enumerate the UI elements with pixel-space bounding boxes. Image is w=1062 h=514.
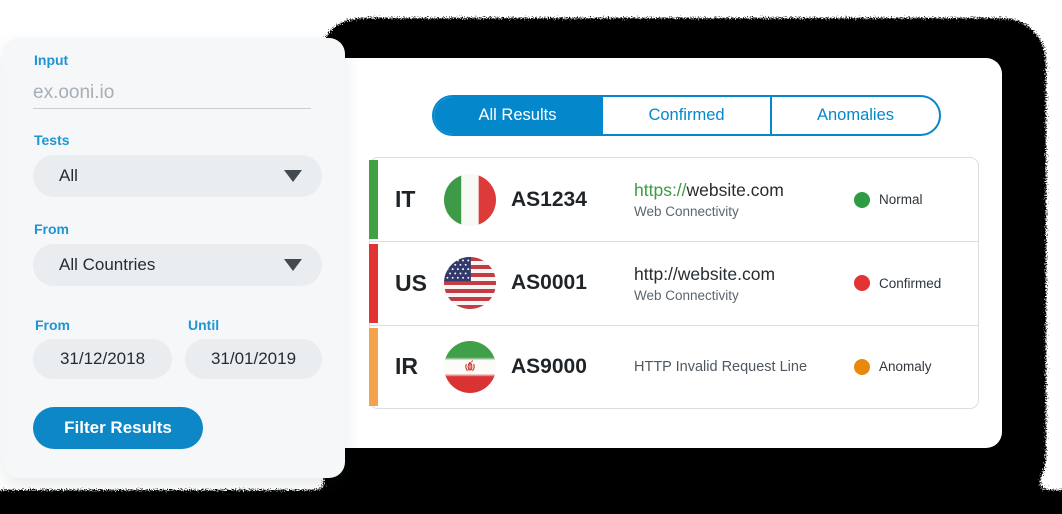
country-code: IR <box>395 353 418 380</box>
result-row-it[interactable]: IT AS1234 https://website.com Web Conne <box>369 158 978 241</box>
tests-select[interactable]: All <box>33 155 322 197</box>
asn-label: AS1234 <box>511 187 587 211</box>
tab-all-results[interactable]: All Results <box>434 97 601 134</box>
result-row-us[interactable]: US <box>369 241 978 324</box>
test-name: Web Connectivity <box>634 204 739 220</box>
country-code: US <box>395 269 427 296</box>
asn-label: AS0001 <box>511 271 587 295</box>
tests-select-value: All <box>59 166 78 185</box>
chevron-down-icon <box>284 259 302 271</box>
status-badge: Confirmed <box>854 275 978 292</box>
date-from-label: From <box>35 317 70 333</box>
country-code: IT <box>395 186 416 213</box>
tests-label: Tests <box>34 132 70 148</box>
country-select-value: All Countries <box>59 255 156 274</box>
search-input[interactable] <box>33 78 311 109</box>
country-select[interactable]: All Countries <box>33 244 322 286</box>
test-name: HTTP Invalid Request Line <box>634 358 808 375</box>
us-flag-icon <box>444 257 496 310</box>
status-label: Normal <box>879 192 923 208</box>
row-accent-stripe <box>369 160 378 240</box>
chevron-down-icon <box>284 170 302 182</box>
input-label: Input <box>34 52 69 68</box>
filter-results-button[interactable]: Filter Results <box>33 407 203 449</box>
date-until-input[interactable]: 31/01/2019 <box>185 339 322 379</box>
asn-label: AS9000 <box>511 354 587 378</box>
status-dot-icon <box>854 358 870 375</box>
status-dot-icon <box>854 275 870 292</box>
tab-confirmed[interactable]: Confirmed <box>601 97 770 134</box>
result-row-ir[interactable]: IR <box>369 324 978 408</box>
date-until-value: 31/01/2019 <box>210 349 297 368</box>
measurement-info: https://website.com Web Connectivity <box>611 180 854 219</box>
measurement-url: https://website.com <box>634 180 784 201</box>
iran-flag-icon <box>444 340 496 393</box>
status-badge: Normal <box>854 191 978 208</box>
date-from-input[interactable]: 31/12/2018 <box>33 339 172 379</box>
test-name: Web Connectivity <box>634 287 739 303</box>
date-from-value: 31/12/2018 <box>59 349 146 368</box>
status-dot-icon <box>854 191 870 208</box>
filter-sidebar: Input Tests All From All Countries From … <box>3 38 345 478</box>
results-list: IT AS1234 https://website.com Web Conne <box>369 157 979 409</box>
italy-flag-icon <box>444 173 496 226</box>
results-tabs: All Results Confirmed Anomalies <box>432 95 941 136</box>
date-until-label: Until <box>188 317 220 333</box>
status-label: Confirmed <box>879 275 942 291</box>
row-accent-stripe <box>369 327 378 406</box>
measurement-info: http://website.com Web Connectivity <box>611 264 854 303</box>
measurement-url: http://website.com <box>634 263 776 284</box>
results-panel: All Results Confirmed Anomalies IT <box>330 58 1002 448</box>
status-badge: Anomaly <box>854 358 978 375</box>
country-label: From <box>34 221 69 237</box>
status-label: Anomaly <box>879 359 932 375</box>
measurement-info: HTTP Invalid Request Line <box>611 359 854 375</box>
row-accent-stripe <box>369 244 378 323</box>
tab-anomalies[interactable]: Anomalies <box>770 97 939 134</box>
